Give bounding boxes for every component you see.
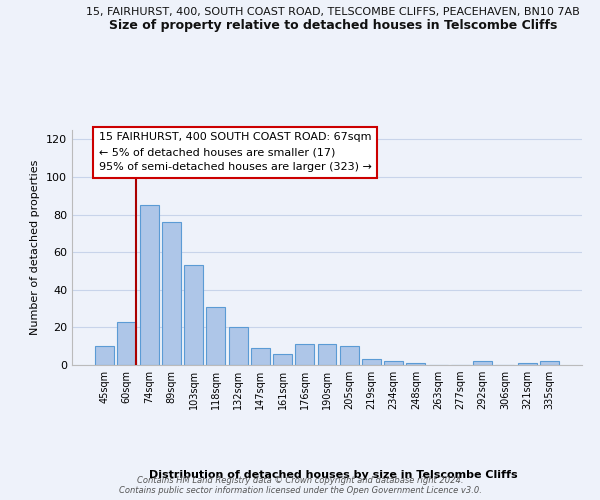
Text: 15, FAIRHURST, 400, SOUTH COAST ROAD, TELSCOMBE CLIFFS, PEACEHAVEN, BN10 7AB: 15, FAIRHURST, 400, SOUTH COAST ROAD, TE… — [86, 8, 580, 18]
Text: 15 FAIRHURST, 400 SOUTH COAST ROAD: 67sqm
← 5% of detached houses are smaller (1: 15 FAIRHURST, 400 SOUTH COAST ROAD: 67sq… — [99, 132, 372, 172]
Text: Contains HM Land Registry data © Crown copyright and database right 2024.
Contai: Contains HM Land Registry data © Crown c… — [119, 476, 481, 495]
Bar — [540, 361, 559, 365]
Text: Size of property relative to detached houses in Telscombe Cliffs: Size of property relative to detached ho… — [109, 18, 557, 32]
Bar — [518, 363, 536, 365]
Bar — [317, 344, 337, 365]
Bar — [340, 346, 359, 365]
Bar — [140, 205, 158, 365]
Bar — [118, 322, 136, 365]
Bar — [162, 222, 181, 365]
Bar — [273, 354, 292, 365]
Bar — [95, 346, 114, 365]
Text: Distribution of detached houses by size in Telscombe Cliffs: Distribution of detached houses by size … — [149, 470, 517, 480]
Bar — [229, 328, 248, 365]
Bar — [362, 360, 381, 365]
Bar — [184, 266, 203, 365]
Bar — [295, 344, 314, 365]
Bar — [206, 306, 225, 365]
Bar — [251, 348, 270, 365]
Bar — [406, 363, 425, 365]
Bar — [384, 361, 403, 365]
Bar — [473, 361, 492, 365]
Y-axis label: Number of detached properties: Number of detached properties — [31, 160, 40, 335]
